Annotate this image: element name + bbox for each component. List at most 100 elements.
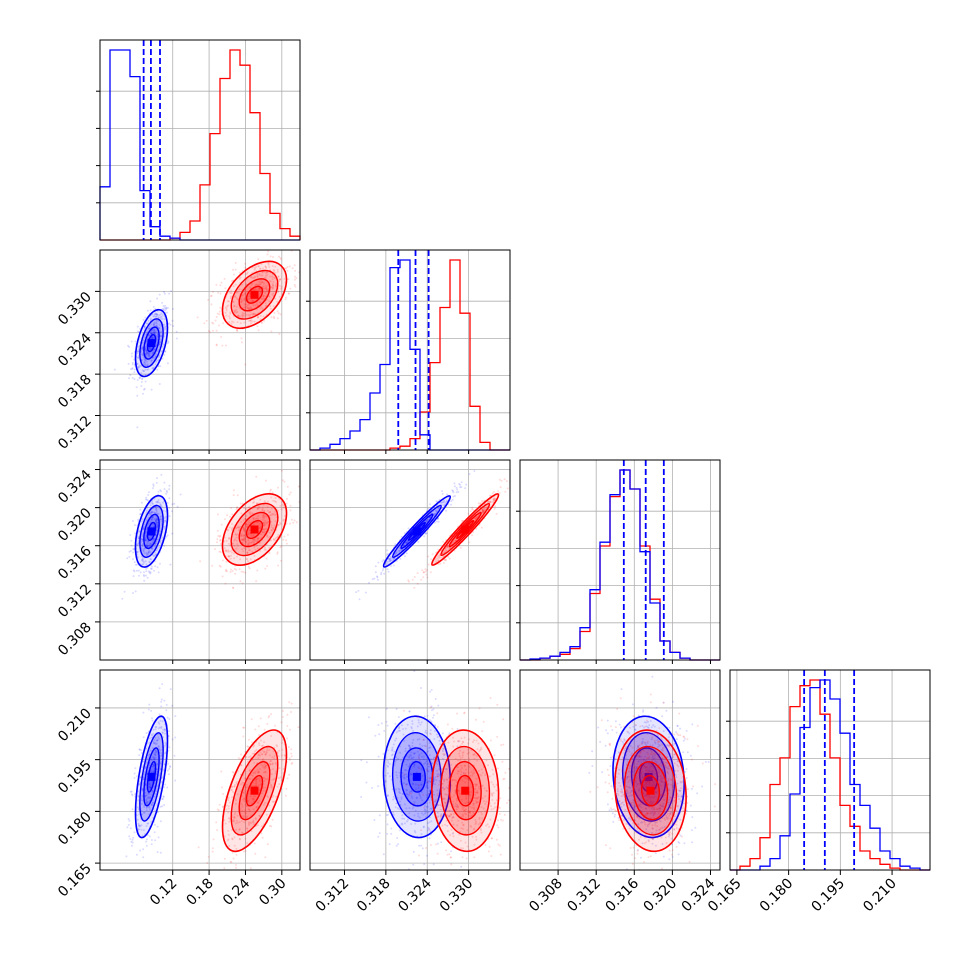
scatter-point — [251, 550, 254, 553]
scatter-point — [273, 276, 276, 279]
scatter-point — [240, 300, 243, 303]
scatter-point — [404, 555, 406, 558]
scatter-point — [244, 777, 247, 780]
scatter-point — [271, 491, 274, 494]
scatter-point — [244, 786, 247, 789]
scatter-point — [128, 891, 130, 893]
scatter-point — [471, 506, 474, 509]
scatter-point — [258, 777, 261, 780]
scatter-point — [142, 527, 145, 530]
scatter-point — [472, 531, 475, 533]
scatter-point — [433, 513, 435, 515]
scatter-point — [155, 508, 158, 511]
scatter-point — [150, 388, 153, 391]
scatter-point — [158, 737, 160, 740]
scatter-point — [253, 798, 255, 801]
scatter-point — [482, 510, 485, 513]
scatter-point — [261, 274, 264, 277]
scatter-point — [216, 541, 218, 544]
scatter-point — [142, 829, 145, 832]
scatter-point — [263, 500, 266, 503]
scatter-point — [442, 555, 445, 558]
scatter-point — [220, 336, 223, 338]
scatter-point — [398, 729, 401, 732]
scatter-point — [155, 353, 157, 355]
scatter-point — [265, 479, 267, 482]
scatter-point — [448, 557, 451, 560]
scatter-point — [133, 548, 136, 551]
scatter-point — [434, 698, 437, 700]
scatter-point — [244, 262, 247, 265]
scatter-point — [405, 542, 408, 545]
scatter-point — [218, 803, 221, 806]
scatter-point — [151, 511, 154, 513]
scatter-point — [453, 485, 456, 488]
scatter-point — [145, 809, 148, 812]
scatter-point — [274, 277, 277, 280]
scatter-point — [427, 507, 430, 510]
scatter-point — [394, 722, 397, 725]
scatter-point — [149, 571, 152, 574]
scatter-point — [426, 576, 429, 579]
scatter-point — [443, 500, 446, 503]
scatter-point — [445, 499, 448, 502]
scatter-point — [418, 844, 421, 847]
scatter-point — [251, 299, 254, 301]
scatter-point — [435, 510, 438, 513]
scatter-point — [240, 538, 243, 541]
scatter-point — [277, 290, 280, 293]
scatter-point — [259, 527, 262, 530]
scatter-point — [137, 356, 140, 359]
scatter-point — [268, 804, 271, 807]
scatter-point — [248, 549, 250, 552]
scatter-point — [394, 543, 397, 546]
scatter-point — [267, 500, 269, 503]
scatter-point — [144, 788, 147, 791]
scatter-point — [237, 314, 240, 317]
scatter-point — [146, 322, 149, 325]
scatter-point — [153, 324, 156, 327]
scatter-point — [262, 517, 265, 520]
scatter-point — [225, 539, 228, 542]
scatter-point — [142, 711, 145, 714]
scatter-point — [262, 758, 265, 761]
scatter-point — [153, 329, 156, 332]
scatter-point — [273, 510, 276, 513]
scatter-point — [137, 518, 140, 521]
scatter-point — [149, 309, 152, 312]
scatter-point — [145, 574, 147, 577]
scatter-point — [146, 498, 149, 501]
scatter-point — [274, 497, 277, 499]
scatter-point — [149, 347, 152, 350]
scatter-point — [143, 370, 145, 373]
scatter-point — [149, 300, 152, 303]
scatter-point — [232, 857, 235, 860]
scatter-point — [281, 479, 284, 482]
scatter-point — [149, 551, 152, 554]
scatter-point — [413, 586, 416, 589]
scatter-point — [250, 718, 253, 721]
scatter-point — [162, 305, 165, 307]
scatter-point — [136, 352, 139, 354]
scatter-point — [171, 319, 174, 322]
scatter-point — [141, 378, 144, 381]
scatter-point — [265, 521, 268, 524]
scatter-point — [130, 793, 133, 796]
scatter-point — [138, 366, 141, 368]
scatter-point — [380, 571, 383, 574]
scatter-point — [287, 746, 290, 749]
scatter-point — [227, 304, 230, 307]
scatter-point — [444, 559, 447, 562]
scatter-point — [156, 338, 159, 341]
scatter-point — [143, 773, 146, 776]
scatter-point — [140, 749, 143, 752]
scatter-point — [227, 833, 230, 836]
scatter-point — [143, 523, 146, 526]
scatter-point — [234, 283, 237, 286]
scatter-point — [293, 278, 296, 281]
scatter-point — [357, 589, 360, 592]
scatter-point — [435, 520, 438, 523]
scatter-point — [226, 514, 229, 517]
scatter-point — [144, 560, 147, 563]
scatter-point — [386, 724, 389, 727]
